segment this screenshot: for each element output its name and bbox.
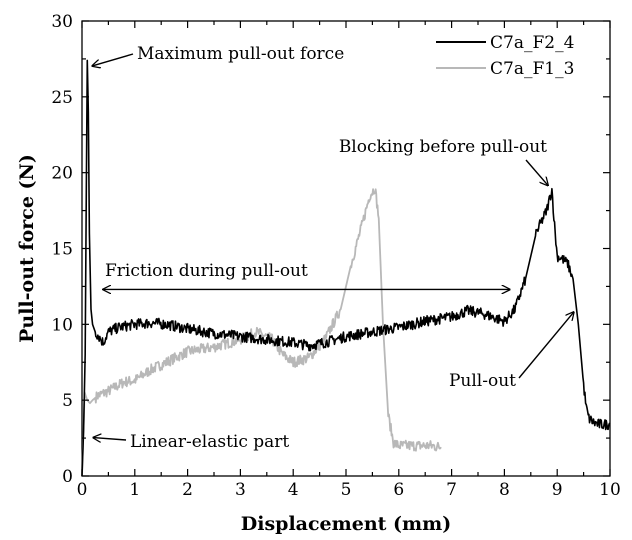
x-axis-title: Displacement (mm)	[241, 513, 451, 535]
x-tick-label: 1	[129, 480, 140, 500]
x-tick-label: 0	[77, 480, 88, 500]
legend-label: C7a_F2_4	[490, 33, 574, 53]
arrow-blocking	[525, 159, 548, 185]
legend-label: C7a_F1_3	[490, 59, 574, 79]
x-tick-label: 2	[182, 480, 193, 500]
x-tick-label: 10	[599, 480, 621, 500]
series-layer	[81, 59, 611, 477]
x-tick-label: 3	[235, 480, 246, 500]
x-tick-label: 9	[552, 480, 563, 500]
y-axis-title: Pull-out force (N)	[16, 154, 38, 343]
series-line-c7a-f2-4	[81, 59, 611, 477]
annotation-linear-elastic: Linear-elastic part	[130, 432, 289, 452]
plot-area	[81, 20, 611, 477]
legend: C7a_F2_4 C7a_F1_3	[436, 33, 574, 79]
x-tick-label: 6	[393, 480, 404, 500]
annotation-friction: Friction during pull-out	[105, 261, 308, 281]
arrow-linear-elastic	[93, 438, 127, 440]
annotation-max-force: Maximum pull-out force	[137, 44, 344, 64]
x-tick-label: 4	[288, 480, 299, 500]
axis-ticks: 0 1 2 3 4 5 6 7 8 9 10 0 5 10 15 20 25 30	[51, 12, 620, 500]
arrow-max-force	[92, 53, 134, 66]
y-tick-label: 0	[62, 467, 73, 487]
y-tick-label: 15	[51, 240, 73, 260]
x-tick-label: 8	[499, 480, 510, 500]
x-tick-label: 7	[446, 480, 457, 500]
y-tick-label: 10	[51, 315, 73, 335]
annotation-pull-out: Pull-out	[449, 371, 516, 391]
y-tick-label: 5	[62, 391, 73, 411]
y-tick-label: 25	[51, 88, 73, 108]
series-line-c7a-f1-3	[81, 188, 442, 477]
y-tick-label: 30	[51, 12, 73, 32]
y-tick-label: 20	[51, 164, 73, 184]
arrow-pull-out	[518, 312, 574, 379]
x-tick-label: 5	[341, 480, 352, 500]
annotations: Maximum pull-out force Blocking before pu…	[92, 44, 573, 452]
annotation-blocking: Blocking before pull-out	[339, 137, 547, 157]
plot-frame	[81, 20, 611, 477]
